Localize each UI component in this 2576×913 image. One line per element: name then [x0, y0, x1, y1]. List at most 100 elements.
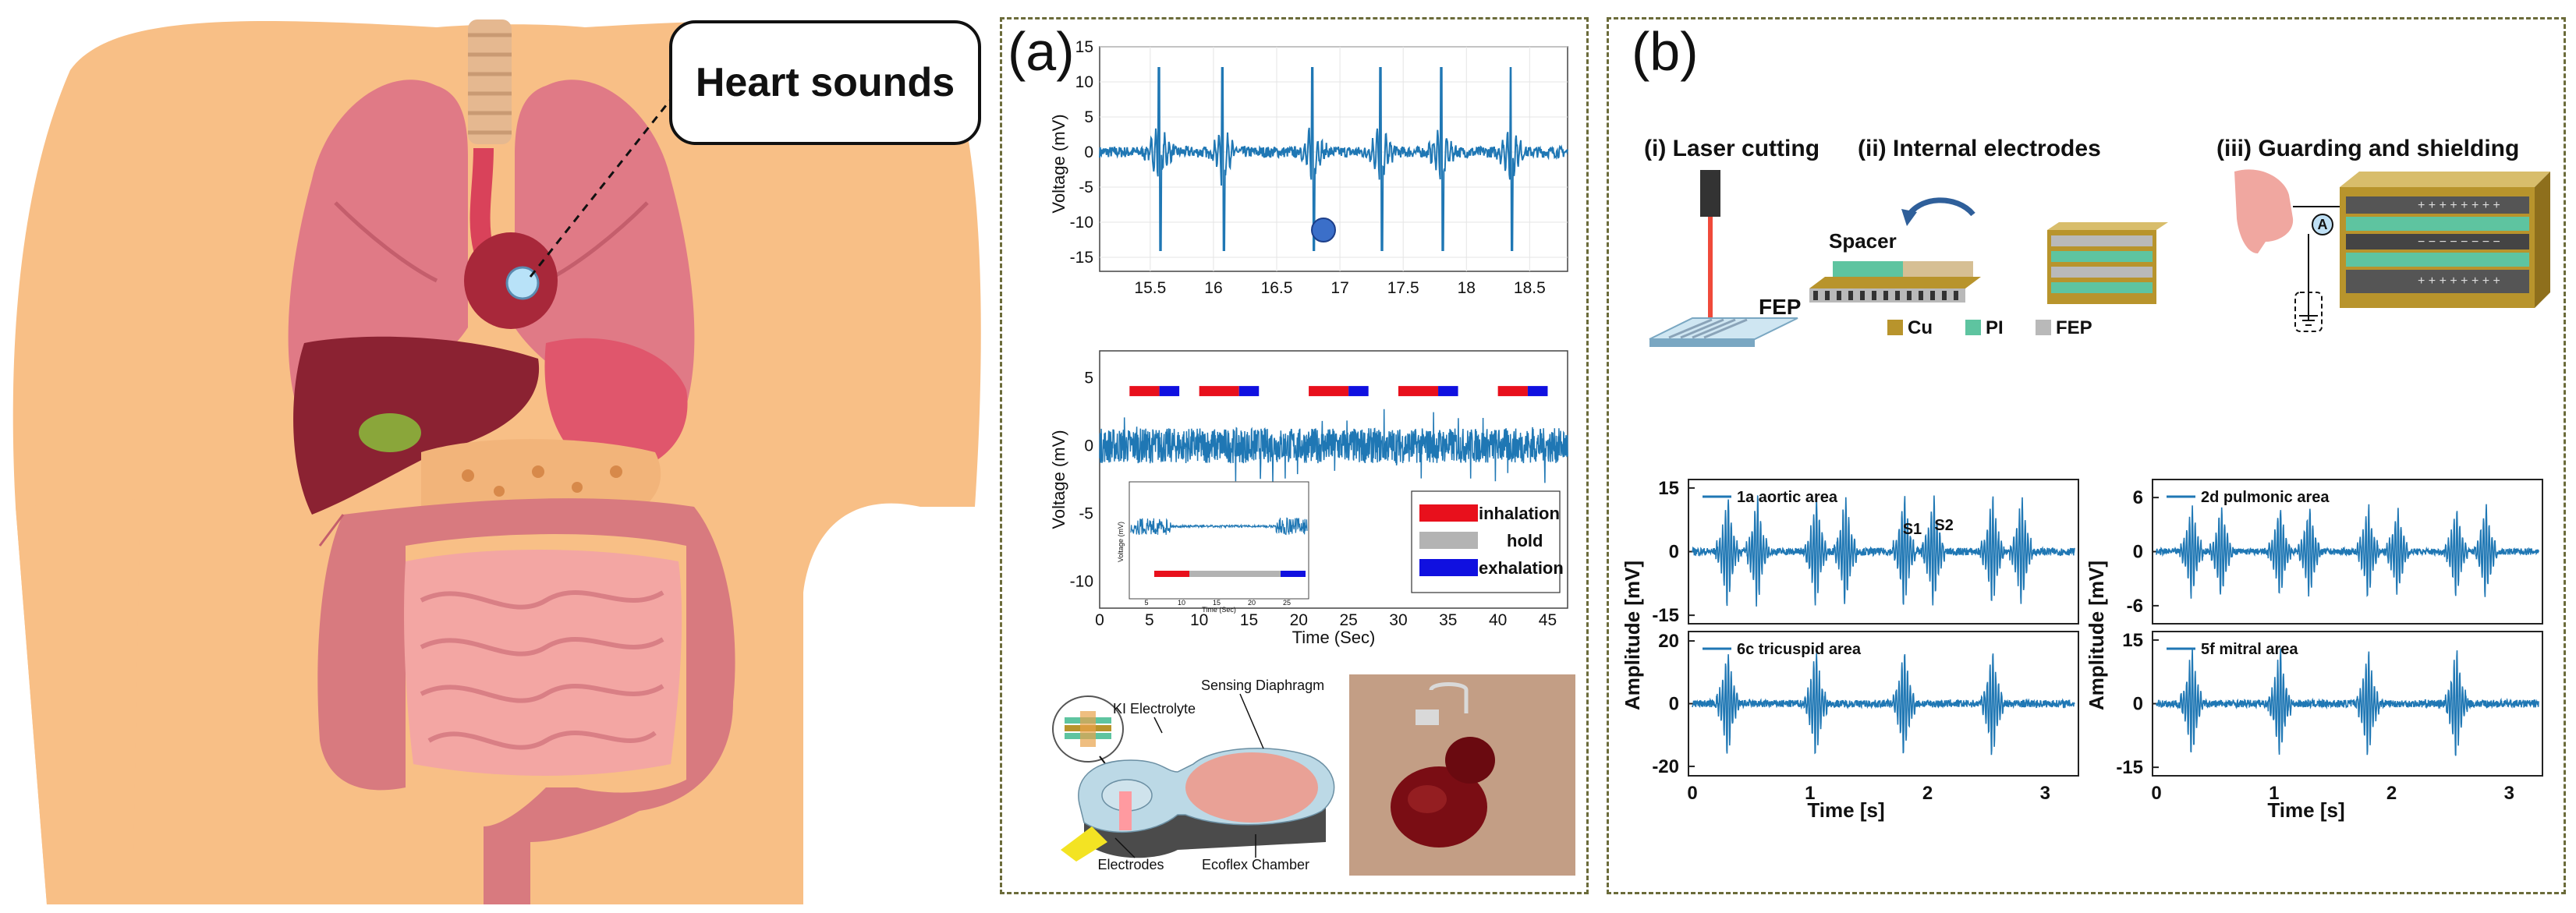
subplot-signal-line — [1692, 653, 2075, 756]
plot1-xtick: 17 — [1331, 279, 1348, 297]
subplot-ytick: -15 — [2116, 757, 2143, 778]
voltage-plot-2: 5 0 -5 -10 0 5 10 15 20 25 30 35 40 45 5 10 15 20 25 Tim… — [1049, 350, 1568, 647]
plot1-ytick: 0 — [1084, 143, 1093, 161]
plot2-xtick: 40 — [1489, 611, 1507, 629]
panel-a-label: (a) — [1008, 21, 1075, 82]
plot1-ylabel: Voltage (mV) — [1049, 114, 1068, 213]
annotation-s1: S1 — [1903, 521, 1922, 538]
exhalation-bar — [1159, 386, 1180, 397]
breathing-legend: inhalation hold exhalation — [1411, 490, 1564, 593]
plot2-ytick: 0 — [1084, 437, 1093, 455]
fabrication-steps: (i) Laser cutting (ii) Internal electrod… — [1644, 136, 2550, 347]
inset-xtick: 20 — [1248, 599, 1256, 607]
step-internal-electrodes: (ii) Internal electrodes — [1858, 136, 2101, 161]
plot1-signal-line — [1099, 67, 1568, 251]
plot1-ytick: 15 — [1075, 39, 1093, 56]
legend-inhalation-swatch — [1419, 504, 1478, 522]
sensor-device-photo — [1349, 674, 1575, 876]
panel-a-frame — [1000, 17, 1589, 894]
subplot-xtick: 0 — [2151, 783, 2161, 804]
subplot-xtick: 2 — [2386, 783, 2397, 804]
subplot-title: 5f mitral area — [2201, 641, 2298, 658]
svg-text:+ + + + + + + +: + + + + + + + + — [2418, 199, 2500, 212]
heart-sounds-callout: Heart sounds — [669, 20, 981, 145]
legend-fep-swatch — [2036, 320, 2051, 335]
plot1-xtick: 16.5 — [1261, 279, 1293, 297]
cursor-marker — [1311, 218, 1336, 242]
heart-sound-subplot: 6 0 -6 2d pulmonic area — [2127, 479, 2543, 625]
subplot-ytick: 0 — [1669, 542, 1679, 563]
fep-label: FEP — [1759, 295, 1801, 319]
label-electrodes: Electrodes — [1097, 857, 1164, 872]
subplot-ytick: 0 — [1669, 694, 1679, 715]
plot1-xtick: 15.5 — [1134, 279, 1166, 297]
inhalation-bar — [1398, 386, 1439, 397]
label-ecoflex-chamber: Ecoflex Chamber — [1202, 857, 1309, 872]
legend-pi-swatch — [1965, 320, 1981, 335]
exhalation-bar — [1238, 386, 1260, 397]
legend-cu: Cu — [1908, 317, 1933, 338]
plot2-xtick: 0 — [1095, 611, 1104, 629]
subplot-xtick: 2 — [1922, 783, 1933, 804]
plot2-xtick: 5 — [1145, 611, 1154, 629]
inhalation-bar — [1199, 386, 1239, 397]
laser-head — [1700, 170, 1720, 217]
subplot-xtick: 1 — [2269, 783, 2279, 804]
subplot-xtick: 3 — [2040, 783, 2050, 804]
exhalation-bar — [1527, 386, 1548, 397]
plot2-ytick: -10 — [1070, 572, 1093, 590]
legend-fep: FEP — [2056, 317, 2092, 338]
plot1-xtick: 18.5 — [1514, 279, 1546, 297]
subplot-ytick: 0 — [2133, 542, 2143, 563]
step-guarding-shielding: (iii) Guarding and shielding — [2216, 136, 2519, 161]
inset-ylabel: Voltage (mV) — [1117, 522, 1125, 562]
subplot-xtick: 0 — [1687, 783, 1697, 804]
subplot-signal-line — [2156, 648, 2539, 756]
subplot-ytick: 0 — [2133, 694, 2143, 715]
subplot-ytick: 6 — [2133, 487, 2143, 508]
plot2-xtick: 35 — [1439, 611, 1457, 629]
legend-exhalation: exhalation — [1479, 558, 1564, 578]
heart-sound-subplot: 15 0 -15 0 1 2 3 5f mitral area — [2116, 630, 2543, 804]
b-ylabel-right: Amplitude [mV] — [2085, 561, 2108, 710]
plot1-ytick: 5 — [1084, 108, 1093, 126]
fold-arrow — [1904, 197, 1975, 220]
subplot-ytick: -6 — [2127, 596, 2143, 617]
legend-pi: PI — [1986, 317, 2004, 338]
svg-text:+ + + + + + + +: + + + + + + + + — [2418, 274, 2500, 288]
ammeter-label: A — [2318, 217, 2328, 232]
electrode-stack — [2047, 222, 2168, 304]
heart-sound-subplot: 15 0 -15 1a aortic area S1 S2 — [1652, 478, 2079, 626]
plot1-xtick: 17.5 — [1387, 279, 1419, 297]
subplot-ytick: 20 — [1658, 631, 1679, 652]
b-xlabel-left: Time [s] — [1807, 798, 1884, 822]
annotation-s2: S2 — [1934, 517, 1953, 534]
hand-illustration — [2234, 169, 2294, 253]
subplot-xtick: 1 — [1805, 783, 1815, 804]
plot2-ytick: -5 — [1079, 504, 1093, 522]
subplot-title: 2d pulmonic area — [2201, 489, 2330, 506]
subplot-xtick: 3 — [2504, 783, 2514, 804]
label-sensing-diaphragm: Sensing Diaphragm — [1201, 678, 1324, 693]
inset-xtick: 15 — [1213, 599, 1221, 607]
subplot-ytick: -15 — [1652, 605, 1679, 626]
subplot-title: 1a aortic area — [1737, 489, 1838, 506]
legend-hold: hold — [1507, 531, 1543, 550]
subplot-ytick: 15 — [1658, 478, 1679, 499]
plot2-xlabel: Time (Sec) — [1292, 628, 1376, 647]
heart-sounds-label: Heart sounds — [695, 60, 955, 105]
inset-xtick: 25 — [1283, 599, 1291, 607]
exhalation-bar — [1348, 386, 1369, 397]
svg-text:− − − − − − − −: − − − − − − − − — [2418, 235, 2500, 249]
plot2-ytick: 5 — [1084, 370, 1093, 387]
sensor-device-schematic: Sensing Diaphragm KI Electrolyte Electro… — [1052, 678, 1335, 872]
subplot-title: 6c tricuspid area — [1737, 641, 1862, 658]
inset-xtick: 10 — [1178, 599, 1185, 607]
plot1-ytick: 10 — [1075, 73, 1093, 91]
plot1-ytick: -15 — [1070, 249, 1093, 267]
plot2-xtick: 45 — [1539, 611, 1557, 629]
plot2-ylabel: Voltage (mV) — [1049, 430, 1068, 529]
spacer-label: Spacer — [1829, 229, 1897, 253]
panel-b-label: (b) — [1632, 21, 1699, 82]
plot1-ytick: -10 — [1070, 214, 1093, 232]
